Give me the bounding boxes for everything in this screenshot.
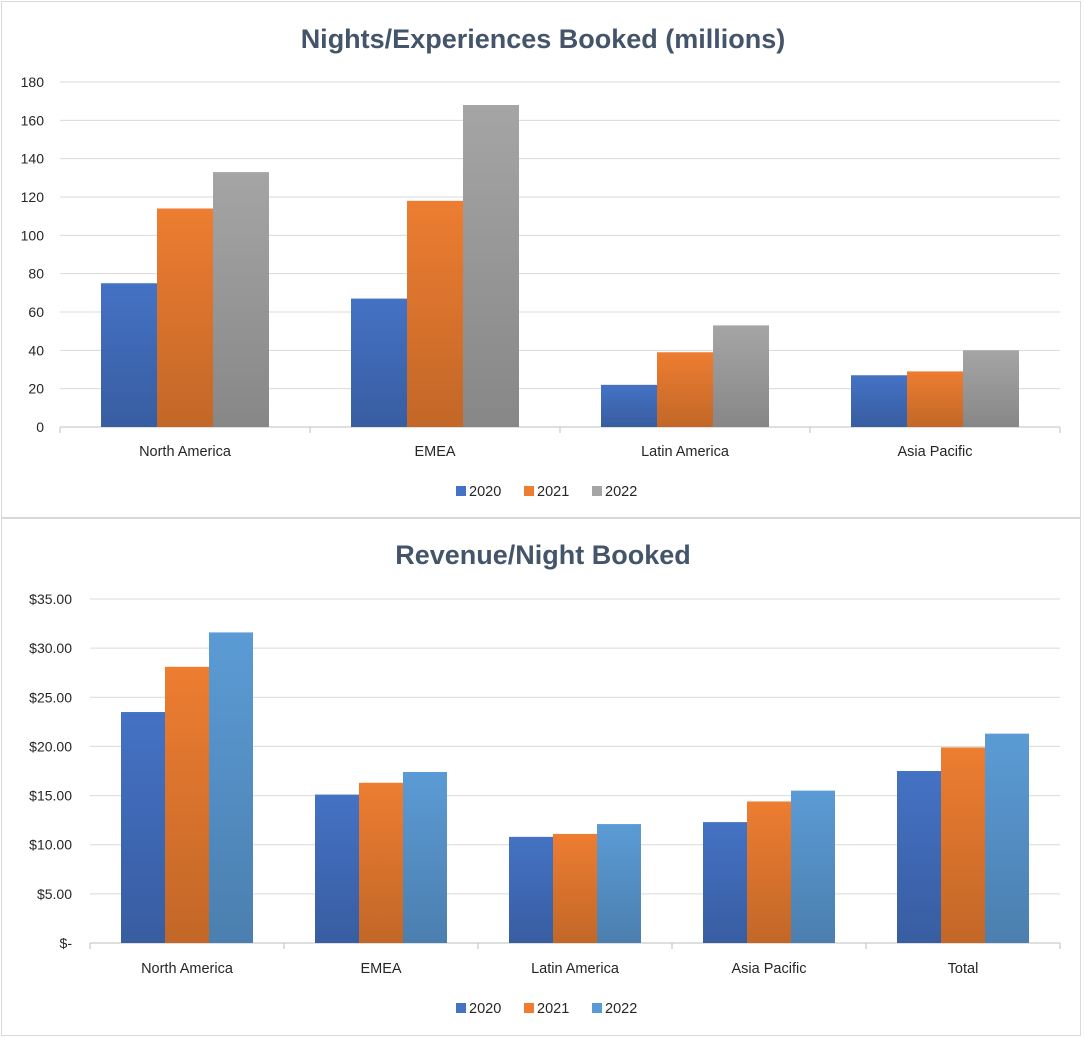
y-tick-label: 180: [21, 74, 45, 90]
category-label: Total: [948, 961, 979, 977]
legend-label-2022: 2022: [605, 484, 637, 500]
y-tick-label: $25.00: [29, 689, 72, 705]
legend-swatch-2022: [592, 1003, 602, 1013]
bar-2020-asia-pacific: [851, 375, 907, 427]
y-tick-label: 140: [21, 151, 45, 167]
y-tick-label: $35.00: [29, 591, 72, 607]
category-label: EMEA: [414, 444, 455, 460]
bar-2021-latin-america: [657, 352, 713, 427]
category-label: Latin America: [531, 961, 620, 977]
bar-2020-asia-pacific: [703, 822, 747, 943]
category-label: North America: [141, 961, 234, 977]
y-tick-label: $30.00: [29, 640, 72, 656]
bar-2020-north-america: [101, 283, 157, 427]
legend-swatch-2021: [524, 1003, 534, 1013]
bar-2021-emea: [407, 200, 463, 427]
legend-swatch-2021: [524, 486, 534, 496]
chart-title: Revenue/Night Booked: [395, 540, 691, 570]
legend-label-2022: 2022: [605, 1001, 637, 1017]
bar-2021-asia-pacific: [907, 371, 963, 427]
legend-label-2020: 2020: [469, 1001, 501, 1017]
legend-label-2020: 2020: [469, 484, 501, 500]
chart-title: Nights/Experiences Booked (millions): [301, 24, 786, 54]
nights-booked-chart: Nights/Experiences Booked (millions) 0 20 4…: [21, 24, 1061, 500]
category-label: Asia Pacific: [898, 444, 973, 460]
bar-2020-latin-america: [509, 836, 553, 943]
y-tick-label: $-: [60, 935, 73, 951]
revenue-per-night-chart: Revenue/Night Booked $- $5.00 $10.00 $15.00 $…: [29, 540, 1061, 1017]
legend-swatch-2020: [456, 1003, 466, 1013]
category-label: Latin America: [641, 444, 730, 460]
y-tick-label: 100: [21, 227, 45, 243]
y-tick-label: $15.00: [29, 788, 72, 804]
bar-2022-emea: [463, 105, 519, 427]
category-label: Asia Pacific: [732, 961, 807, 977]
bar-2020-emea: [351, 298, 407, 427]
nights-booked-chart-panel: Nights/Experiences Booked (millions) 0 20 4…: [1, 1, 1081, 518]
legend-swatch-2020: [456, 486, 466, 496]
y-tick-label: 80: [28, 266, 44, 282]
y-tick-label: $5.00: [37, 886, 72, 902]
category-label: EMEA: [360, 961, 401, 977]
legend-label-2021: 2021: [537, 484, 569, 500]
bar-2021-total: [941, 747, 985, 943]
bar-2022-latin-america: [713, 325, 769, 427]
bar-2021-asia-pacific: [747, 801, 791, 943]
bar-2022-total: [985, 733, 1029, 943]
revenue-per-night-chart-panel: Revenue/Night Booked $- $5.00 $10.00 $15.00 $…: [1, 518, 1081, 1036]
y-tick-label: 160: [21, 112, 45, 128]
bar-2022-asia-pacific: [791, 790, 835, 943]
y-tick-label: 120: [21, 189, 45, 205]
bar-2020-north-america: [121, 712, 165, 943]
bar-2020-emea: [315, 794, 359, 943]
y-tick-label: 40: [28, 342, 44, 358]
bar-2022-north-america: [209, 632, 253, 943]
bar-2021-latin-america: [553, 833, 597, 943]
bar-2021-north-america: [157, 208, 213, 427]
bar-2022-latin-america: [597, 824, 641, 943]
bar-2021-emea: [359, 782, 403, 943]
category-label: North America: [139, 444, 232, 460]
bar-2022-north-america: [213, 172, 269, 427]
y-tick-label: $20.00: [29, 738, 72, 754]
bar-2022-asia-pacific: [963, 350, 1019, 427]
legend-label-2021: 2021: [537, 1001, 569, 1017]
y-tick-label: 0: [36, 419, 44, 435]
bar-2020-total: [897, 771, 941, 943]
bar-2021-north-america: [165, 666, 209, 943]
bar-2020-latin-america: [601, 384, 657, 427]
y-tick-label: $10.00: [29, 837, 72, 853]
y-tick-label: 60: [28, 304, 44, 320]
legend-swatch-2022: [592, 486, 602, 496]
y-tick-label: 20: [28, 381, 44, 397]
bar-2022-emea: [403, 771, 447, 943]
